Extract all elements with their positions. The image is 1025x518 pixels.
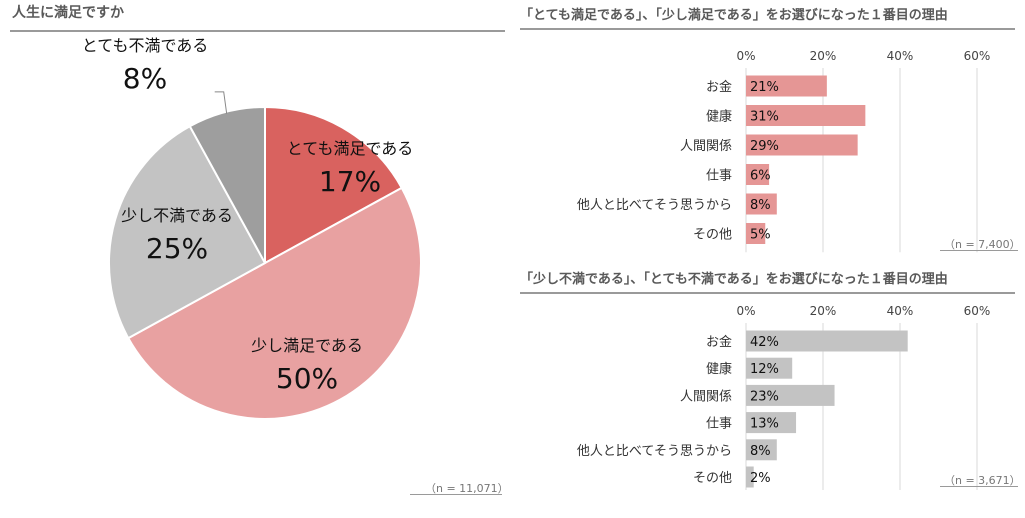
bar-bottom-tick-label: 40% [887,304,914,318]
pie-slice-2 [126,186,422,420]
bar-bottom-title: 「少し不満である」、「とても不満である」をお選びになった１番目の理由 [520,272,948,287]
bar-bottom-category-label: 仕事 [706,417,732,432]
bar-top-title: 「とても満足である」、「少し満足である」をお選びになった１番目の理由 [520,8,948,23]
bar-top-n-note: （n = 7,400） [944,238,1021,251]
bar-top-tick-label: 20% [810,49,837,63]
bar-bottom-bar [746,412,797,434]
bar-bottom-bar [746,466,754,488]
bar-top-value-label: 21% [750,80,779,95]
bar-bottom-value-label: 2% [750,471,771,486]
bar-top-value-label: 29% [750,139,779,154]
bar-top-bar [746,223,766,244]
bar-top-bar [746,75,827,97]
bar-bottom-value-label: 8% [750,444,771,459]
bar-top-title-rule [520,28,1015,30]
pie-title-rule [10,30,505,32]
bar-top-value-label: 31% [750,110,779,125]
bar-bottom-n-underline [940,486,1018,487]
pie-label-3: 少し不満である [121,206,233,225]
pie-value-1: 17% [319,165,381,198]
bar-bottom-tick-label: 0% [736,304,755,318]
pie-slice-3 [108,124,267,340]
bar-bottom-category-label: 他人と比べてそう思うから [577,444,732,459]
bar-top-tick-label: 60% [964,49,991,63]
bar-chart-top: 0% 20% 40% 60% お金 21% 健康 31% 人間関係 29% 仕事 6% 他人と比べてそう… [577,49,991,253]
pie-value-3: 25% [146,232,208,265]
bar-top-value-label: 8% [750,198,771,213]
bar-top-category-label: お金 [706,79,732,95]
pie-panel-title: 人生に満足ですか [12,5,124,21]
bar-bottom-value-label: 13% [750,417,779,432]
pie-value-4: 8% [123,62,167,95]
bar-top-category-label: その他 [693,228,732,243]
bar-top-bar [746,193,777,215]
pie-slice-1 [264,105,404,265]
bar-top-n-underline [940,250,1018,251]
bar-top-category-label: 健康 [706,109,732,125]
bar-top-category-label: 仕事 [706,169,732,184]
bar-bottom-value-label: 42% [750,335,779,350]
bar-chart-bottom: 0% 20% 40% 60% お金 42% 健康 12% 人間関係 23% 仕事 13% 他人と比べてそ… [577,304,991,490]
bar-top-value-label: 5% [750,228,771,243]
bar-top-tick-label: 0% [736,49,755,63]
bar-bottom-category-label: 健康 [706,361,732,377]
bar-bottom-bar [746,384,835,406]
bar-top-bar [746,164,770,185]
bar-bottom-title-rule [520,292,1015,294]
bar-top-bar [746,105,866,126]
pie-label-1: とても満足である [287,139,414,158]
bar-bottom-category-label: お金 [706,334,732,350]
bar-top-category-label: 人間関係 [680,139,732,154]
pie-leader-line [214,91,228,114]
pie-n-note: （n = 11,071） [425,482,509,495]
bar-bottom-bar [746,357,793,379]
pie-value-2: 50% [276,362,338,395]
pie-label-4: とても不満である [82,36,209,55]
bar-bottom-value-label: 23% [750,389,779,404]
bar-bottom-category-label: その他 [693,471,732,486]
bar-bottom-n-note: （n = 3,671） [944,474,1021,487]
pie-chart: とても満足である 17% 少し満足である 50% 少し不満である 25% とても不満である 8… [82,36,422,420]
pie-n-underline [410,494,502,495]
bar-top-bar [746,134,858,156]
bar-bottom-category-label: 人間関係 [680,389,732,404]
bar-top-value-label: 6% [750,169,771,184]
bar-bottom-bar [746,439,777,461]
bar-bottom-value-label: 12% [750,362,779,377]
bar-bottom-bar [746,330,908,352]
bar-bottom-tick-label: 60% [964,304,991,318]
bar-top-category-label: 他人と比べてそう思うから [577,198,732,213]
pie-label-2: 少し満足である [251,336,363,355]
bar-top-tick-label: 40% [887,49,914,63]
bar-bottom-tick-label: 20% [810,304,837,318]
